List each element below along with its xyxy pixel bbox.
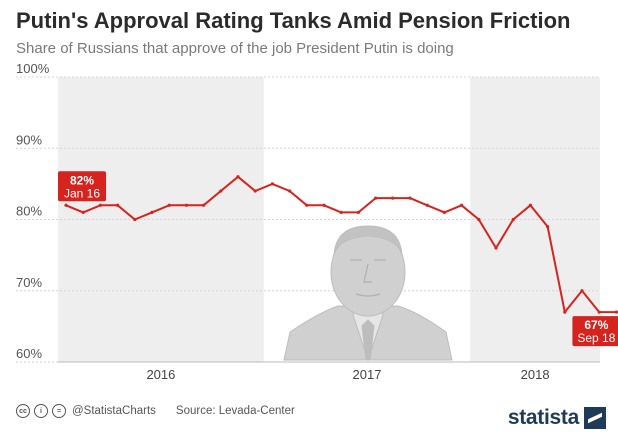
cc-icon: cc — [16, 404, 30, 418]
portrait-illustration — [283, 225, 453, 362]
brand-mark-icon — [584, 407, 606, 429]
y-tick-label: 60% — [16, 346, 42, 361]
data-point — [511, 217, 515, 222]
y-tick-label: 90% — [16, 132, 42, 147]
data-point — [477, 217, 481, 222]
data-point — [202, 203, 206, 207]
data-point — [563, 310, 567, 314]
y-tick-label: 70% — [16, 275, 42, 290]
annotation-end: 67%Sep 18 — [572, 316, 618, 347]
data-point — [322, 203, 326, 207]
person-icon: i — [34, 404, 48, 418]
data-point — [167, 203, 171, 207]
year-label: 2018 — [521, 367, 550, 382]
annotation-date: Jan 16 — [64, 186, 100, 200]
data-point — [408, 196, 412, 200]
data-point — [442, 210, 446, 214]
year-band-2018 — [470, 77, 600, 362]
data-point — [597, 310, 601, 314]
data-point — [236, 175, 240, 179]
annotation-box — [572, 316, 618, 347]
data-point — [81, 210, 85, 214]
chart-subtitle: Share of Russians that approve of the jo… — [16, 40, 454, 57]
data-point — [288, 189, 292, 193]
annotation-date: Sep 18 — [577, 331, 615, 345]
data-point — [305, 203, 309, 207]
data-point — [528, 203, 533, 207]
brand-name: statista — [507, 406, 579, 429]
year-label: 2017 — [353, 367, 382, 382]
data-point — [580, 289, 584, 293]
data-point — [133, 217, 137, 222]
data-point — [356, 210, 360, 214]
data-point — [253, 189, 257, 193]
data-point — [98, 203, 102, 207]
data-point — [614, 310, 618, 314]
y-tick-label: 80% — [16, 204, 42, 219]
equals-icon: = — [52, 404, 66, 418]
annotation-value: 82% — [70, 173, 94, 187]
twitter-handle[interactable]: @StatistaCharts — [72, 405, 156, 417]
data-point — [150, 210, 154, 214]
annotation-start: 82%Jan 16 — [58, 171, 106, 202]
annotations: 82%Jan 16 67%Sep 18 — [58, 171, 618, 347]
brand-logo: statista — [508, 404, 606, 432]
chart-title: Putin's Approval Rating Tanks Amid Pensi… — [16, 8, 571, 33]
annotation-value: 67% — [584, 318, 608, 332]
year-label: 2016 — [146, 367, 175, 382]
data-point — [391, 196, 395, 200]
data-point — [116, 203, 120, 207]
data-point — [64, 203, 68, 207]
data-point — [270, 182, 274, 186]
gridlines — [16, 76, 600, 363]
footer: cc i = @StatistaCharts Source: Levada-Ce… — [16, 401, 295, 421]
data-point — [546, 225, 550, 229]
y-axis-ticks: 60% 70% 80% 90% 100% — [16, 61, 50, 361]
data-points — [64, 175, 618, 314]
y-tick-label: 100% — [16, 61, 50, 76]
source-note: Source: Levada-Center — [175, 405, 295, 417]
data-point — [219, 189, 223, 193]
data-point — [339, 210, 343, 214]
data-point — [494, 246, 498, 250]
data-point — [374, 196, 378, 200]
annotation-box — [58, 171, 106, 202]
data-point — [425, 203, 429, 207]
x-axis-year-labels: 2016 2017 2018 — [146, 367, 549, 382]
data-point — [184, 203, 188, 207]
data-point — [460, 203, 464, 207]
